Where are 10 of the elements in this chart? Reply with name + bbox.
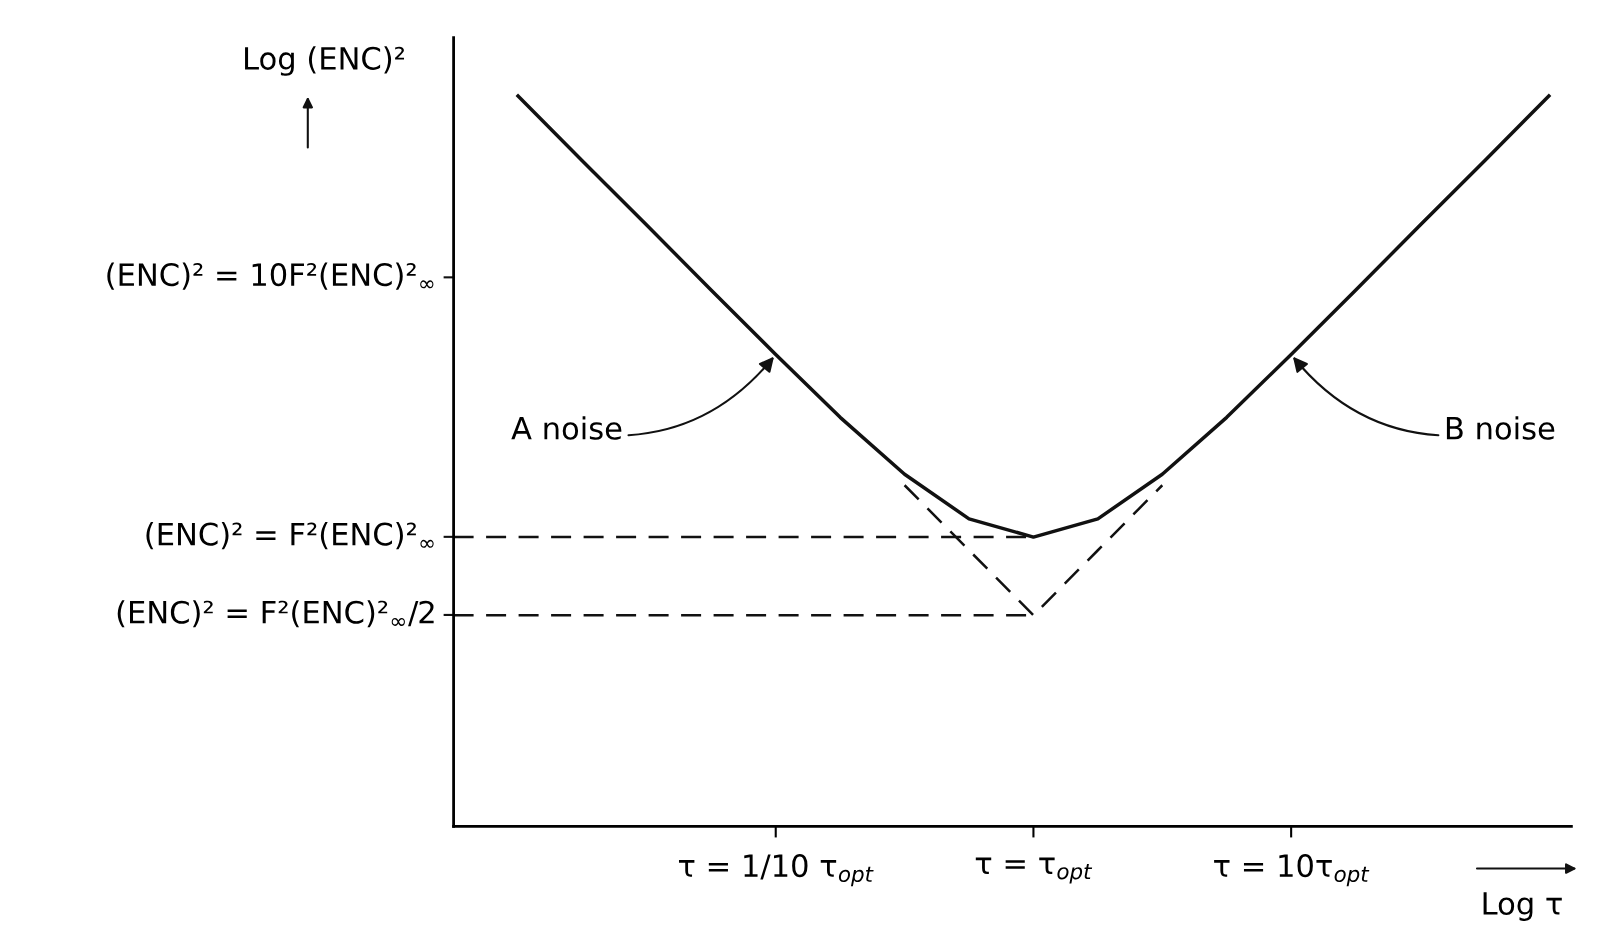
annotation: A noise bbox=[511, 416, 622, 440]
x-tick-label: τ = 10τ$_{opt}$ bbox=[1214, 854, 1370, 887]
text: (ENC)² = F²(ENC)²$_{∞}$/2 bbox=[117, 600, 434, 628]
y-axis-title: Log (ENC)² bbox=[245, 46, 405, 76]
text: (ENC)² = 10F²(ENC)²$_{∞}$ bbox=[107, 262, 434, 290]
x-tick-label: τ = τ$_{opt}$ bbox=[975, 857, 1093, 884]
text: (ENC)² = F²(ENC)²$_{∞}$ bbox=[146, 522, 434, 550]
x-axis-title: Log τ bbox=[1483, 892, 1562, 921]
x-tick-label: τ = 1/10 τ$_{opt}$ bbox=[678, 854, 874, 887]
annotation: B noise bbox=[1446, 416, 1555, 440]
